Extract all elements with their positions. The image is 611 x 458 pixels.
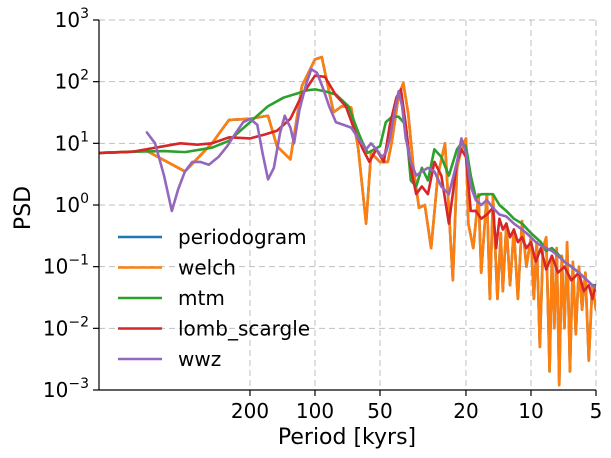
x-tick-label-100: 100 [296, 399, 334, 423]
y-tick-label-6: 103 [55, 6, 89, 32]
legend-entry-periodogram: periodogram [118, 225, 307, 249]
legend-entry-wwz: wwz [118, 347, 221, 371]
legend-label: periodogram [178, 225, 307, 249]
series-line-mtm [99, 88, 596, 287]
y-tick-label-0: 10−3 [43, 376, 89, 402]
series-lines [99, 55, 596, 387]
y-tick-label-2: 10−1 [43, 253, 89, 279]
x-tick-label-10: 10 [518, 399, 543, 423]
x-tick-label-5: 5 [590, 399, 603, 423]
legend-entry-welch: welch [118, 256, 236, 280]
legend-entry-mtm: mtm [118, 286, 225, 310]
series-line-lomb-scargle [99, 74, 596, 301]
series-line-wwz [145, 67, 596, 290]
x-axis-label: Period [kyrs] [278, 425, 416, 450]
y-tick-label-5: 102 [55, 68, 89, 94]
x-tick-label-20: 20 [453, 399, 478, 423]
y-tick-label-4: 101 [55, 129, 89, 155]
legend-label: mtm [178, 286, 225, 310]
axes [93, 19, 597, 396]
tick-labels: 200 100 50 20 10 5 10−3 10−2 10−1 100 101 102 103 [43, 6, 602, 423]
y-tick-label-1: 10−2 [43, 314, 89, 340]
legend-label: welch [178, 256, 236, 280]
legend-entry-lomb-scargle: lomb_scargle [118, 317, 310, 341]
y-axis-label: PSD [11, 186, 36, 230]
legend-label: lomb_scargle [178, 317, 310, 341]
x-tick-label-50: 50 [367, 399, 392, 423]
legend-label: wwz [178, 347, 221, 371]
x-tick-label-200: 200 [231, 399, 269, 423]
series-line-welch [99, 55, 596, 387]
y-tick-label-3: 100 [55, 191, 89, 217]
